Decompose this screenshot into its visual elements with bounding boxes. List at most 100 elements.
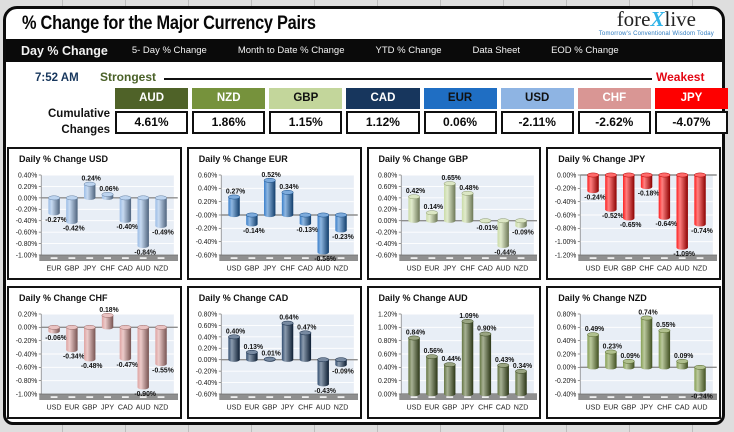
bar-eur: 0.13%	[243, 344, 263, 362]
chart-daily-change-aud: Daily % Change AUD 1.20% 1.00% 0.80% 0.60% 0.…	[366, 286, 542, 419]
svg-text:-0.52%: -0.52%	[602, 213, 624, 220]
currency-code: NZD	[192, 88, 266, 109]
svg-text:-0.13%: -0.13%	[296, 227, 318, 234]
svg-text:0.20%: 0.20%	[378, 378, 397, 385]
svg-text:0.00%: 0.00%	[557, 172, 576, 179]
svg-text:0.40%: 0.40%	[557, 338, 576, 345]
bar-usd: 0.42%	[405, 188, 425, 223]
currency-code: GBP	[269, 88, 343, 109]
svg-text:NZD: NZD	[333, 263, 348, 272]
svg-text:-0.60%: -0.60%	[16, 365, 38, 372]
chart-title: Daily % Change USD	[19, 154, 109, 164]
svg-text:CHF: CHF	[100, 263, 115, 272]
bar-aud: -1.09%	[674, 172, 696, 258]
svg-text:CHF: CHF	[657, 402, 672, 411]
svg-text:-0.20%: -0.20%	[555, 186, 577, 193]
svg-text:0.00%: 0.00%	[378, 218, 397, 225]
svg-text:AUD: AUD	[693, 402, 708, 411]
svg-text:JPY: JPY	[461, 402, 474, 411]
tab-month-to-date-change[interactable]: Month to Date % Change	[237, 45, 345, 56]
svg-text:CHF: CHF	[280, 263, 295, 272]
svg-text:0.49%: 0.49%	[585, 326, 604, 333]
svg-text:0.27%: 0.27%	[226, 188, 245, 195]
cumulative-changes-label: Cumulative Changes	[48, 108, 110, 136]
currency-badge-aud: AUD 4.61%	[115, 88, 189, 134]
currency-code: USD	[500, 88, 574, 109]
svg-text:0.00%: 0.00%	[18, 325, 37, 332]
svg-text:-0.74%: -0.74%	[691, 228, 713, 235]
svg-text:-1.09%: -1.09%	[674, 251, 696, 258]
svg-text:-0.60%: -0.60%	[195, 252, 217, 259]
chart-daily-change-nzd: Daily % Change NZD 0.80% 0.60% 0.40% 0.20% 0.…	[546, 286, 721, 419]
svg-text:-0.23%: -0.23%	[332, 234, 354, 241]
chart-canvas: 0.00% -0.20% -0.40% -0.60% -0.80% -1.00% -1.20…	[555, 172, 717, 273]
svg-text:0.09%: 0.09%	[621, 353, 640, 360]
cumulative-value: 1.12%	[346, 111, 420, 134]
svg-text:-0.34%: -0.34%	[63, 353, 85, 360]
svg-text:-0.27%: -0.27%	[45, 217, 67, 224]
svg-text:CHF: CHF	[478, 402, 493, 411]
weakest-label: Weakest	[656, 70, 705, 84]
svg-text:0.00%: 0.00%	[378, 391, 397, 398]
svg-text:CHF: CHF	[298, 402, 313, 411]
charts-grid: Daily % Change USD 0.40% 0.20% 0.00% -0.20% -…	[7, 147, 721, 419]
svg-text:NZD: NZD	[333, 402, 348, 411]
chart-daily-change-usd: Daily % Change USD 0.40% 0.20% 0.00% -0.20% -…	[7, 147, 182, 280]
svg-text:-0.20%: -0.20%	[195, 226, 217, 233]
bar-aud: -0.90%	[134, 324, 156, 398]
bar-jpy: 0.52%	[261, 172, 281, 218]
svg-text:-0.90%: -0.90%	[134, 391, 156, 398]
svg-text:USD: USD	[406, 402, 421, 411]
svg-text:0.60%: 0.60%	[378, 184, 397, 191]
svg-text:EUR: EUR	[47, 263, 62, 272]
bar-chf: 0.48%	[459, 185, 478, 223]
svg-text:0.65%: 0.65%	[441, 175, 460, 182]
tab-ytd-change[interactable]: YTD % Change	[375, 45, 442, 56]
svg-text:0.13%: 0.13%	[243, 344, 262, 351]
svg-text:-0.47%: -0.47%	[117, 362, 139, 369]
svg-text:CAD: CAD	[675, 402, 690, 411]
tab-5-day-change[interactable]: 5- Day % Change	[131, 45, 207, 56]
svg-text:0.60%: 0.60%	[557, 325, 576, 332]
chart-canvas: 0.60% 0.40% 0.20% -0.00% -0.20% -0.40% -0.60% 0…	[195, 172, 358, 273]
svg-text:-0.42%: -0.42%	[63, 225, 85, 232]
svg-text:0.80%: 0.80%	[378, 338, 397, 345]
bar-cad: -0.64%	[656, 172, 677, 228]
svg-text:AUD: AUD	[495, 263, 510, 272]
tab-day-change[interactable]: Day % Change	[21, 43, 108, 58]
tab-data-sheet[interactable]: Data Sheet	[472, 45, 521, 56]
svg-text:0.20%: 0.20%	[378, 207, 397, 214]
svg-text:0.64%: 0.64%	[279, 315, 298, 322]
svg-text:0.60%: 0.60%	[378, 351, 397, 358]
bar-eur: 0.56%	[423, 348, 443, 397]
currency-code: EUR	[423, 88, 497, 109]
bar-nzd: 0.34%	[512, 363, 532, 397]
bar-usd: 0.49%	[585, 326, 604, 370]
svg-text:AUD: AUD	[315, 263, 330, 272]
svg-text:EUR: EUR	[604, 263, 619, 272]
bar-nzd: -0.23%	[332, 212, 354, 241]
tab-eod-change[interactable]: EOD % Change	[551, 45, 619, 56]
svg-text:CAD: CAD	[118, 402, 133, 411]
svg-text:GBP: GBP	[442, 402, 457, 411]
svg-text:0.18%: 0.18%	[99, 307, 118, 314]
bar-usd: -0.24%	[584, 172, 606, 202]
svg-text:0.20%: 0.20%	[198, 199, 217, 206]
chart-canvas: 0.20% 0.00% -0.20% -0.40% -0.60% -0.80% -1.00%…	[16, 307, 178, 412]
svg-text:CHF: CHF	[640, 263, 655, 272]
svg-text:USD: USD	[226, 263, 241, 272]
svg-text:NZD: NZD	[513, 263, 528, 272]
cumulative-value: 1.86%	[192, 111, 266, 134]
svg-text:-0.40%: -0.40%	[375, 241, 397, 248]
svg-text:JPY: JPY	[263, 263, 276, 272]
chart-daily-change-jpy: Daily % Change JPY 0.00% -0.20% -0.40% -0.60…	[546, 147, 721, 280]
svg-text:0.80%: 0.80%	[378, 172, 397, 179]
bar-aud: -0.56%	[314, 212, 336, 263]
svg-text:-0.80%: -0.80%	[555, 226, 577, 233]
logo-wordmark: foreXlive	[599, 9, 714, 30]
svg-text:CAD: CAD	[298, 263, 313, 272]
svg-text:0.34%: 0.34%	[512, 363, 531, 370]
svg-text:-0.20%: -0.20%	[16, 207, 38, 214]
bar-eur: 0.23%	[603, 343, 622, 370]
chart-title: Daily % Change CAD	[198, 293, 289, 303]
